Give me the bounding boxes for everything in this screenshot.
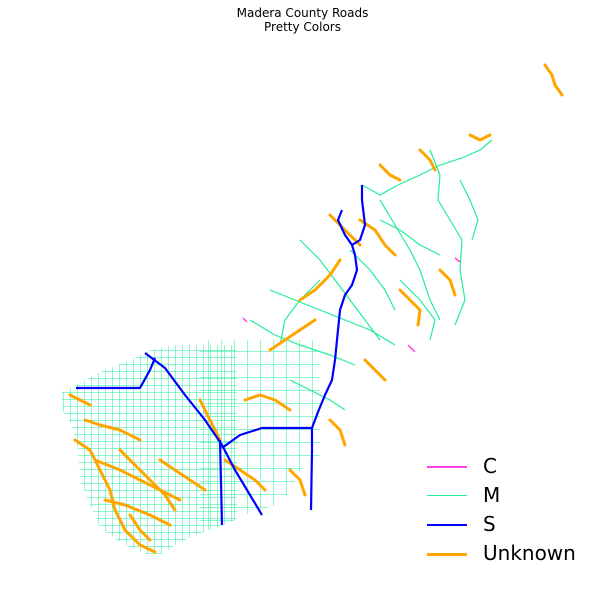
legend-item-c: C (425, 453, 595, 482)
legend-swatch-s (427, 524, 467, 526)
s-road-diagonal-1 (144, 352, 263, 516)
legend-label-m: M (483, 483, 501, 507)
map-title: Madera County Roads Pretty Colors (0, 6, 605, 34)
s-road-north-2 (351, 185, 367, 246)
legend-item-m: M (425, 482, 595, 511)
legend-label-s: S (483, 512, 496, 536)
c-roads (242, 257, 461, 353)
s-road-diagonal-2 (218, 439, 224, 526)
map-title-line-1: Madera County Roads (236, 6, 369, 20)
map-legend: C M S Unknown (425, 453, 595, 569)
s-road-west (76, 357, 157, 390)
legend-swatch-unknown (427, 553, 467, 556)
legend-label-unknown: Unknown (483, 541, 576, 565)
legend-item-s: S (425, 511, 595, 540)
s-road-east (221, 426, 312, 449)
s-roads (76, 185, 367, 526)
unknown-roads (68, 63, 564, 554)
map-title-line-2: Pretty Colors (264, 20, 341, 34)
legend-swatch-c (427, 466, 467, 468)
county-road-network (62, 340, 320, 555)
legend-label-c: C (483, 454, 497, 478)
s-road-north (309, 209, 359, 511)
legend-swatch-m (427, 495, 467, 496)
legend-item-unknown: Unknown (425, 540, 595, 569)
m-roads-mountain (249, 139, 493, 411)
